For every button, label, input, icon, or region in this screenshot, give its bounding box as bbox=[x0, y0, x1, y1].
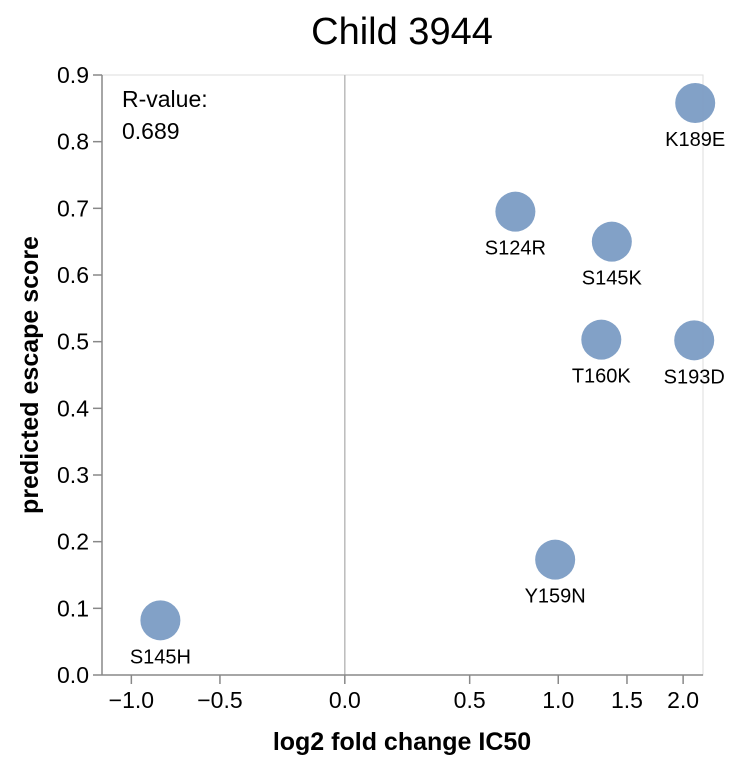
data-point bbox=[591, 221, 632, 262]
data-point-label: S145H bbox=[130, 646, 191, 668]
x-tick-label: 0.5 bbox=[454, 687, 486, 713]
y-axis-title: predicted escape score bbox=[16, 236, 44, 514]
data-point-label: T160K bbox=[572, 366, 632, 388]
y-tick-label: 0.9 bbox=[57, 62, 89, 88]
x-tick-label: −1.0 bbox=[109, 687, 154, 713]
x-axis-title: log2 fold change IC50 bbox=[273, 728, 531, 756]
data-point-label: Y159N bbox=[525, 586, 586, 608]
data-point-label: S145K bbox=[582, 268, 643, 290]
x-axis: −1.0 −0.5 0.0 0.5 1.0 1.5 2.0 bbox=[102, 674, 703, 713]
x-tick-label: 0.0 bbox=[329, 687, 361, 713]
x-tick-label: −0.5 bbox=[197, 687, 242, 713]
x-tick-label: 2.0 bbox=[667, 687, 699, 713]
data-point bbox=[675, 83, 716, 123]
y-tick-label: 0.3 bbox=[57, 462, 89, 488]
data-point-label: S124R bbox=[485, 238, 546, 260]
x-tick-label: 1.0 bbox=[542, 687, 574, 713]
data-points: S145H S124R S145K T160K Y159N K189E S193D bbox=[130, 83, 725, 668]
data-point-label: S193D bbox=[664, 366, 725, 388]
data-point bbox=[535, 539, 576, 580]
data-point bbox=[140, 600, 181, 641]
chart-title: Child 3944 bbox=[311, 11, 493, 53]
y-tick-label: 0.7 bbox=[57, 195, 89, 221]
data-point bbox=[674, 320, 715, 361]
y-tick-label: 0.0 bbox=[57, 662, 89, 688]
data-point-label: K189E bbox=[665, 129, 725, 151]
y-tick-label: 0.2 bbox=[57, 529, 89, 555]
x-tick-label: 1.5 bbox=[611, 687, 643, 713]
y-tick-label: 0.5 bbox=[57, 329, 89, 355]
y-tick-label: 0.6 bbox=[57, 262, 89, 288]
r-value-number: 0.689 bbox=[122, 118, 180, 144]
data-point bbox=[581, 319, 622, 360]
y-tick-label: 0.1 bbox=[57, 595, 89, 621]
y-tick-label: 0.4 bbox=[57, 395, 89, 421]
y-tick-label: 0.8 bbox=[57, 129, 89, 155]
data-point bbox=[495, 191, 536, 232]
y-axis: 0.0 0.1 0.2 0.3 0.4 0.5 0.6 0.7 0.8 0.9 bbox=[57, 62, 103, 688]
r-value-label: R-value: bbox=[122, 86, 208, 112]
